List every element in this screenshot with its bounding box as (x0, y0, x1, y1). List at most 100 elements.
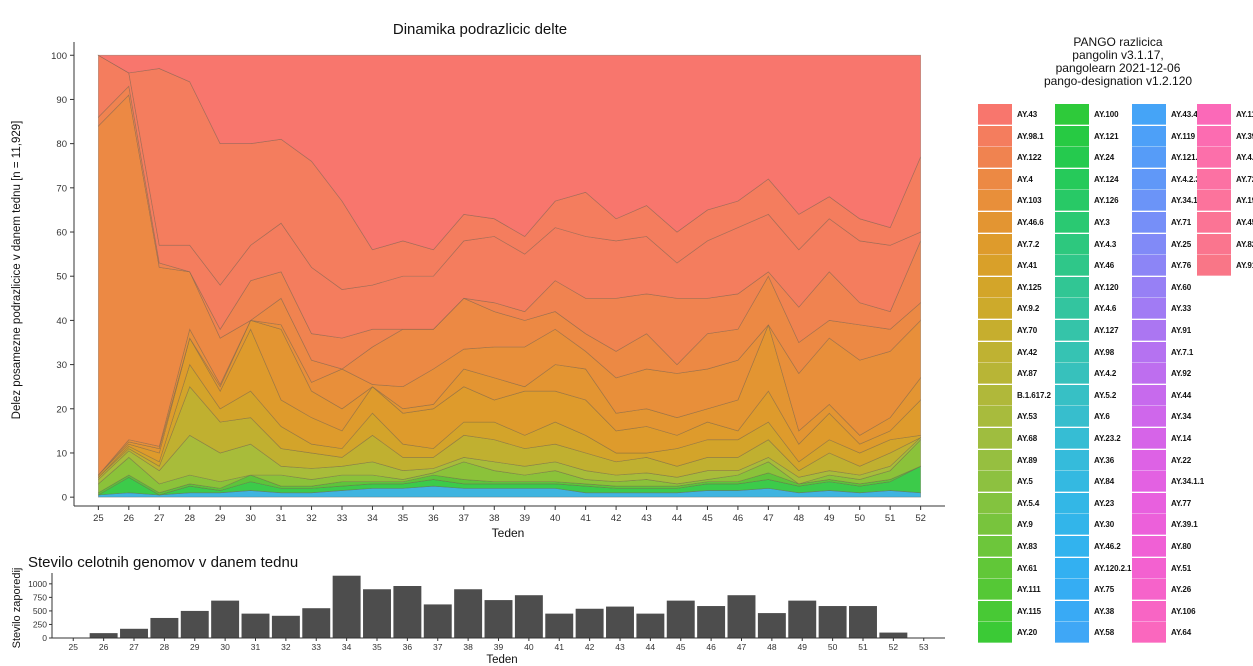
legend-item: AY.91 (1132, 320, 1191, 341)
legend-item: AY.77 (1132, 492, 1191, 514)
bar (697, 606, 726, 638)
legend-item: AY.80 (1132, 536, 1191, 557)
legend-label: AY.30 (1094, 520, 1115, 530)
legend-swatch (1055, 492, 1089, 514)
legend-label: AY.4.2 (1094, 369, 1117, 379)
main-y-tick-label: 40 (56, 316, 67, 327)
bottom-x-tick-label: 50 (828, 642, 838, 652)
legend-item: AY.39.1 (1132, 514, 1198, 536)
bar (575, 608, 604, 638)
legend-label: AY.122 (1017, 153, 1042, 163)
bottom-x-tick-label: 42 (585, 642, 595, 652)
area-layer (98, 438, 921, 494)
bar (484, 600, 513, 638)
legend-label: AY.70 (1017, 326, 1038, 335)
legend-item: AY.126 (1055, 190, 1119, 212)
legend-swatch (978, 384, 1012, 406)
legend-item: AY.75 (1055, 579, 1115, 601)
legend-label: AY.75 (1094, 585, 1115, 595)
legend-item: AY.24 (1055, 147, 1114, 169)
main-area-layers (97, 54, 921, 498)
legend-swatch (978, 492, 1012, 514)
legend-label: AY.46 (1094, 261, 1115, 271)
main-x-tick-label: 40 (550, 513, 561, 524)
legend-swatch (978, 471, 1012, 493)
legend-label: AY.121.1 (1171, 153, 1202, 163)
main-y-tick-label: 80 (56, 139, 67, 150)
main-y-axis-label: Delez posamezne podrazlicice v danem ted… (11, 121, 23, 420)
main-y-tick-label: 0 (62, 493, 67, 504)
legend-label: AY.45 (1236, 218, 1253, 227)
bar (241, 613, 270, 638)
legend-item: B.1.617.2 (978, 384, 1051, 406)
legend-label: AY.33 (1171, 304, 1192, 314)
bar (454, 589, 483, 638)
bar (211, 600, 240, 638)
legend-item: AY.4.2 (1055, 363, 1117, 385)
legend-label: AY.115 (1017, 606, 1042, 616)
legend-label: AY.91.1 (1236, 261, 1253, 271)
legend-title-line: pangolin v3.1.17, (1072, 48, 1164, 62)
bar (423, 604, 452, 638)
bottom-x-tick-label: 39 (494, 642, 504, 652)
legend-label: AY.91 (1171, 326, 1192, 335)
legend-swatch (1132, 384, 1166, 406)
main-x-tick-label: 26 (124, 513, 135, 524)
legend-item: AY.19 (1197, 190, 1253, 212)
legend-item: AY.71 (1132, 212, 1191, 233)
area-layer (98, 54, 921, 339)
legend-swatch (1055, 147, 1089, 169)
legend-label: AY.125 (1017, 282, 1042, 292)
legend-item: AY.34.1 (1132, 190, 1198, 212)
legend-label: AY.42 (1017, 347, 1038, 357)
legend-label: AY.118 (1236, 110, 1253, 119)
legend-label: AY.4.3 (1094, 239, 1117, 249)
legend-swatch (978, 406, 1012, 428)
legend-label: AY.68 (1017, 434, 1038, 443)
bottom-x-tick-label: 51 (858, 642, 868, 652)
legend-item: AY.42 (978, 341, 1038, 363)
legend-item: AY.23 (1055, 492, 1114, 514)
legend-label: AY.4.2.3 (1171, 174, 1200, 184)
legend-label: AY.34.1 (1171, 196, 1198, 206)
legend-swatch (978, 168, 1012, 190)
legend-item: AY.120.2.1 (1055, 557, 1132, 579)
legend-item: AY.46.6 (978, 212, 1044, 233)
legend-item: AY.115 (978, 600, 1042, 622)
legend-label: AY.64 (1171, 628, 1192, 638)
main-x-tick-label: 33 (337, 513, 348, 524)
legend-label: AY.89 (1017, 455, 1038, 465)
legend-item: AY.89 (978, 449, 1038, 471)
legend-swatch (978, 536, 1012, 557)
legend-swatch (978, 233, 1012, 255)
legend-item: AY.26 (1132, 579, 1191, 601)
legend-swatch (1132, 168, 1166, 190)
legend-item: AY.121 (1055, 125, 1119, 147)
legend-item: AY.53 (978, 406, 1037, 428)
legend-item: AY.41 (978, 255, 1037, 277)
legend-label: AY.5.4 (1017, 498, 1040, 508)
main-x-tick-label: 44 (672, 513, 683, 524)
legend-label: AY.39.1 (1171, 520, 1198, 530)
legend-swatch (978, 600, 1012, 622)
bottom-x-axis-label: Teden (486, 654, 517, 666)
main-x-tick-label: 30 (245, 513, 256, 524)
bar (120, 628, 148, 638)
area-layer (98, 434, 921, 485)
legend-swatch (1055, 579, 1089, 601)
legend-swatch (1055, 600, 1089, 622)
legend-item: AY.33 (1132, 298, 1192, 320)
legend-swatch (1132, 536, 1166, 557)
legend-swatch (1055, 428, 1089, 449)
legend-swatch (1055, 212, 1089, 233)
bottom-x-tick-label: 47 (737, 642, 747, 652)
legend-swatch (1132, 298, 1166, 320)
legend-item: AY.36 (1055, 449, 1114, 471)
legend-label: AY.7.1 (1171, 347, 1194, 357)
legend-swatch (1132, 600, 1166, 622)
legend-item: AY.4.4 (1197, 147, 1253, 169)
legend-item: AY.84 (1055, 471, 1114, 493)
legend-swatch (1132, 557, 1166, 579)
legend-swatch (1132, 428, 1166, 449)
legend-item: AY.46 (1055, 255, 1115, 277)
